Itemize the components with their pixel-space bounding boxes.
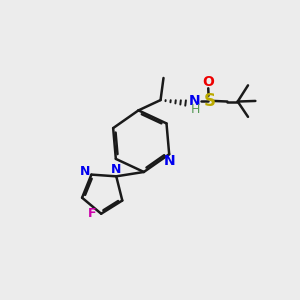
- Text: F: F: [88, 207, 97, 220]
- Text: N: N: [164, 154, 176, 168]
- Text: H: H: [190, 103, 200, 116]
- Text: O: O: [202, 75, 214, 89]
- Text: N: N: [189, 94, 201, 108]
- Text: N: N: [80, 165, 90, 178]
- Text: N: N: [111, 164, 122, 176]
- Text: S: S: [204, 92, 216, 110]
